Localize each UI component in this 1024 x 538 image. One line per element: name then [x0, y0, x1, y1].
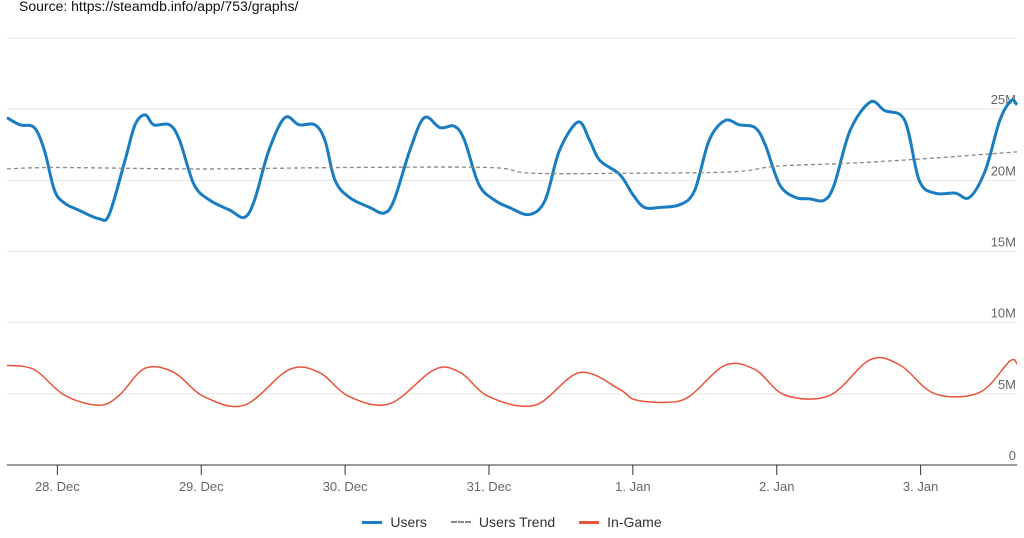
legend: Users Users Trend In-Game: [0, 514, 1024, 530]
legend-item-in-game[interactable]: In-Game: [579, 514, 662, 530]
x-tick-label: 28. Dec: [35, 479, 80, 494]
x-tick-label: 29. Dec: [179, 479, 224, 494]
x-tick-label: 3. Jan: [903, 479, 938, 494]
series-line-users-trend: [6, 151, 1018, 175]
y-tick-label: 15M: [991, 235, 1016, 250]
y-tick-label: 0: [1009, 448, 1016, 463]
legend-swatch: [362, 520, 383, 524]
y-tick-label: 20M: [991, 163, 1016, 178]
series-line-in-game: [6, 356, 1018, 408]
x-tick-label: 31. Dec: [467, 479, 512, 494]
y-tick-label: 10M: [991, 306, 1016, 321]
legend-item-users[interactable]: Users: [362, 514, 427, 530]
x-tick-label: 1. Jan: [615, 479, 650, 494]
legend-swatch: [579, 520, 600, 524]
legend-item-users-trend[interactable]: Users Trend: [450, 514, 556, 530]
x-tick-label: 30. Dec: [323, 479, 368, 494]
legend-label: Users: [390, 514, 427, 530]
legend-swatch: [450, 521, 471, 523]
legend-label: Users Trend: [478, 514, 556, 530]
series-line-users: [6, 98, 1019, 223]
legend-label: In-Game: [607, 514, 662, 530]
source-caption: Source: https://steamdb.info/app/753/gra…: [19, 0, 299, 14]
x-tick-label: 2. Jan: [759, 479, 794, 494]
y-tick-label: 5M: [998, 377, 1016, 392]
